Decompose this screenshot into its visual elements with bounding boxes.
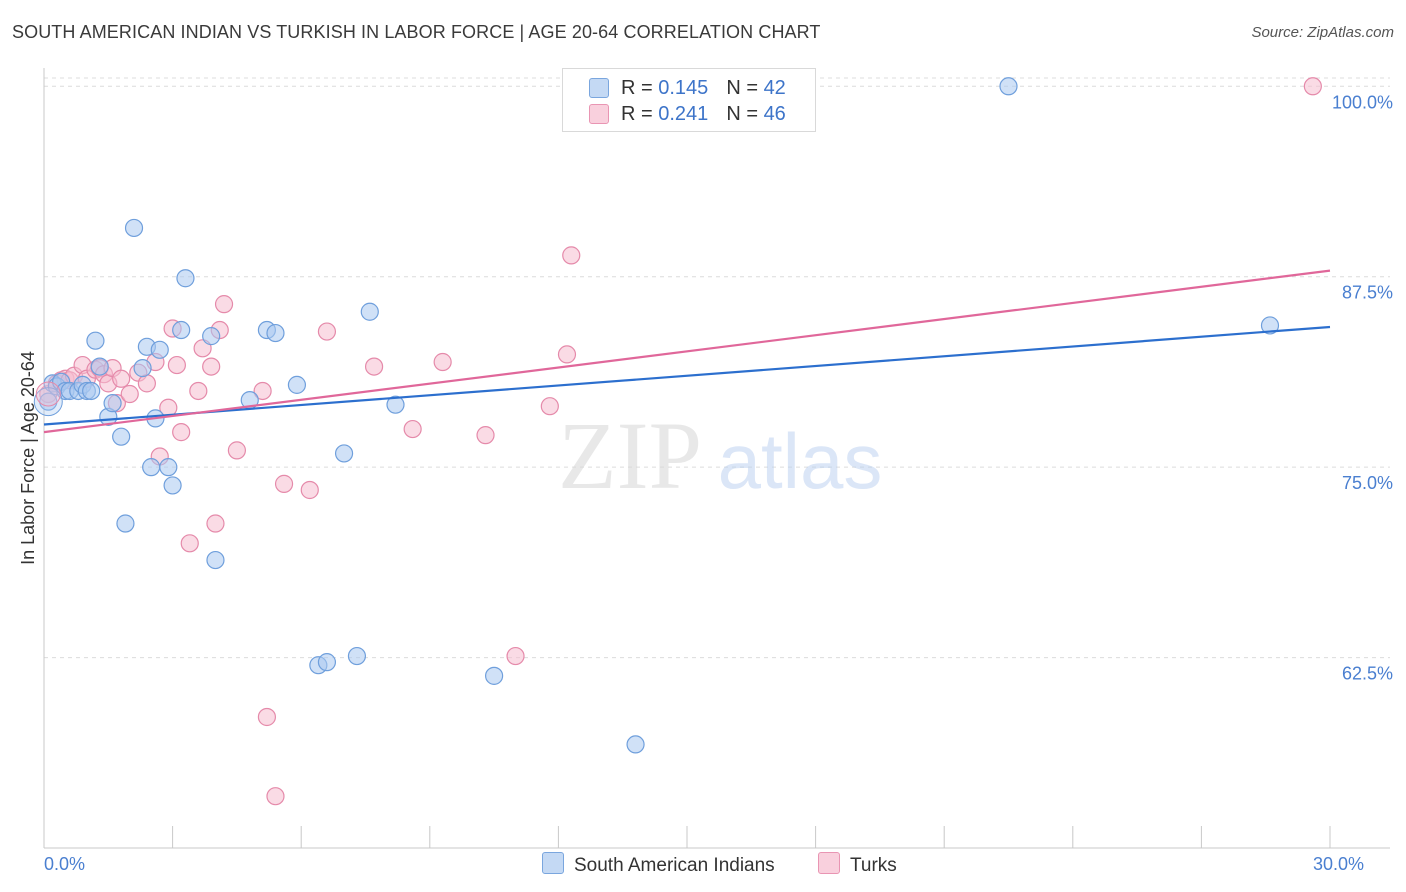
data-point-pink xyxy=(257,707,277,727)
data-point-blue xyxy=(266,323,285,343)
data-point-blue xyxy=(112,427,131,446)
data-point-blue xyxy=(626,735,645,754)
bottom-legend-swatch-pink xyxy=(818,852,840,874)
source-label: Source: ZipAtlas.com xyxy=(1251,24,1394,41)
data-point-pink xyxy=(364,357,384,376)
labels-layer: 100.0% 87.5% 75.0% 62.5% 0.0% 30.0% In Labor F… xyxy=(18,92,1393,874)
data-point-pink xyxy=(300,480,319,500)
trend-line-pink xyxy=(43,269,1331,434)
data-point-pink xyxy=(137,374,156,393)
legend-box: R = 0.145 N = 42 R = 0.241 N = 46 xyxy=(562,68,816,132)
data-point-pink xyxy=(167,355,186,375)
bottom-legend-pink: Turks xyxy=(818,852,897,877)
grid-layer xyxy=(44,77,1390,659)
data-point-blue xyxy=(347,646,367,666)
legend-text-blue: R = 0.145 N = 42 xyxy=(621,77,786,100)
data-point-blue xyxy=(202,327,221,346)
legend-r-value: 0.241 xyxy=(658,103,709,125)
watermark-atlas: atlas xyxy=(718,417,883,505)
data-point-cluster-pink xyxy=(35,381,61,407)
trend-line-blue xyxy=(43,325,1331,426)
bottom-legend-swatch-blue xyxy=(542,852,564,874)
data-point-blue xyxy=(159,458,178,477)
data-point-pink xyxy=(112,369,131,388)
data-point-blue xyxy=(485,666,504,685)
legend-text-pink: R = 0.241 N = 46 xyxy=(621,103,786,126)
data-point-blue xyxy=(124,218,144,238)
data-point-pink xyxy=(1303,77,1322,96)
y-tick-label: 62.5% xyxy=(1342,664,1393,684)
legend-swatch-blue xyxy=(589,78,609,98)
data-point-pink xyxy=(202,357,221,376)
data-point-blue xyxy=(206,550,225,570)
data-point-pink xyxy=(476,426,495,445)
data-point-blue xyxy=(86,331,105,350)
data-point-pink xyxy=(562,246,581,265)
data-point-cluster-blue xyxy=(33,387,63,417)
watermark-zip: ZIP xyxy=(558,402,702,509)
data-point-pink xyxy=(266,787,285,806)
bottom-legend-blue: South American Indians xyxy=(542,852,775,877)
points-layer xyxy=(33,77,1322,806)
y-axis-title: In Labor Force | Age 20-64 xyxy=(18,351,38,565)
y-tick-label: 100.0% xyxy=(1332,92,1393,112)
data-point-pink xyxy=(253,381,272,401)
data-point-blue xyxy=(334,444,354,463)
data-point-pink xyxy=(206,514,225,533)
data-point-blue xyxy=(150,340,169,359)
data-point-pink xyxy=(557,345,577,364)
data-point-blue xyxy=(360,302,379,321)
data-point-blue xyxy=(176,269,195,288)
data-point-blue xyxy=(386,395,405,414)
data-point-blue xyxy=(1260,316,1280,335)
data-point-blue xyxy=(287,375,307,394)
x-tick-label: 0.0% xyxy=(44,854,85,874)
data-point-blue xyxy=(172,320,191,340)
axes-layer xyxy=(43,68,1390,849)
legend-r-value: 0.145 xyxy=(658,77,709,99)
data-point-blue xyxy=(163,476,182,495)
bottom-legend-label-blue: South American Indians xyxy=(574,855,775,876)
legend-n-label: N = xyxy=(726,103,764,125)
y-tick-label: 87.5% xyxy=(1342,283,1393,303)
data-point-blue xyxy=(90,357,109,376)
y-tick-label: 75.0% xyxy=(1342,473,1393,493)
legend-r-label: R = xyxy=(621,103,659,125)
data-point-blue xyxy=(133,359,152,378)
data-point-pink xyxy=(506,646,525,666)
data-point-pink xyxy=(227,441,246,460)
legend-swatch-pink xyxy=(589,104,609,124)
data-point-pink xyxy=(403,419,422,439)
data-point-pink xyxy=(317,322,337,341)
data-point-blue xyxy=(142,458,161,477)
data-point-pink xyxy=(433,352,452,372)
data-point-pink xyxy=(214,295,234,314)
data-point-pink xyxy=(120,384,139,404)
trend-layer xyxy=(43,269,1331,434)
data-point-pink xyxy=(189,381,208,401)
legend-n-value: 46 xyxy=(763,103,786,125)
data-point-blue xyxy=(82,381,101,401)
data-point-blue xyxy=(116,514,135,533)
data-point-blue xyxy=(317,653,337,672)
bottom-legend-label-pink: Turks xyxy=(850,855,897,876)
legend-n-value: 42 xyxy=(763,77,786,99)
data-point-pink xyxy=(274,474,294,493)
data-point-blue xyxy=(39,392,58,411)
chart-title: SOUTH AMERICAN INDIAN VS TURKISH IN LABO… xyxy=(12,22,821,42)
data-point-blue xyxy=(999,77,1018,96)
legend-r-label: R = xyxy=(621,77,659,99)
data-point-pink xyxy=(540,397,559,416)
x-tick-label: 30.0% xyxy=(1313,854,1364,874)
data-point-pink xyxy=(180,534,199,553)
legend-n-label: N = xyxy=(726,77,764,99)
data-point-blue xyxy=(103,394,122,413)
data-point-pink xyxy=(172,423,191,442)
